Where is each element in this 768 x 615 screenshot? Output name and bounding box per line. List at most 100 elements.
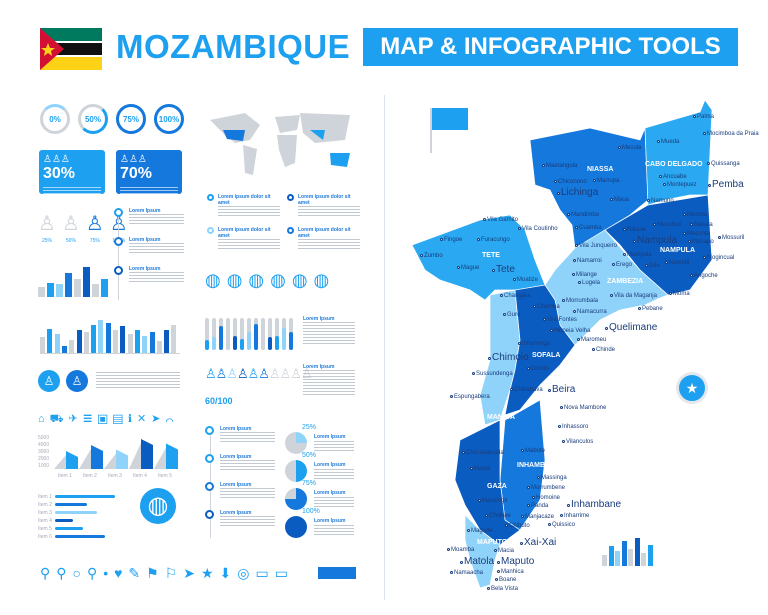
pie-title: Lorem Ipsum: [314, 462, 346, 468]
city-label: Ancuabe: [659, 174, 687, 181]
figure-label: 75%: [89, 238, 100, 244]
bar: [156, 340, 162, 353]
city-dot: [592, 348, 595, 351]
city-name: Chemba: [537, 304, 560, 310]
city-name: Beira: [552, 384, 576, 395]
province-nampula[interactable]: [604, 194, 713, 296]
bar-chart-small: [38, 265, 108, 297]
city-dot: [708, 184, 711, 187]
progress-fill: [282, 327, 286, 350]
city-label: Guro: [503, 312, 520, 319]
city-dot: [567, 504, 570, 507]
item-label: Item 5: [158, 473, 172, 479]
city-dot: [554, 180, 557, 183]
timeline-title: Lorem Ipsum: [220, 482, 252, 488]
province-label: TETE: [482, 252, 500, 259]
city-label: Morrumbala: [562, 298, 598, 305]
bar: [91, 325, 97, 353]
text-lines: [220, 488, 275, 498]
city-label: Mague: [457, 265, 479, 272]
bar: [602, 554, 607, 566]
label: Lorem Ipsum: [303, 316, 335, 322]
person-icon: ♙: [38, 370, 60, 392]
progress-bar: [261, 318, 265, 350]
area-chart-shapes: [54, 439, 178, 469]
city-label: Inhaminga: [518, 341, 550, 348]
person-icon: ♙: [61, 213, 80, 235]
bar: [171, 325, 177, 353]
city-name: Ancuabe: [663, 174, 687, 180]
city-label: Gile: [645, 263, 660, 270]
text-lines: [129, 214, 184, 224]
progress-fill: [261, 330, 265, 350]
circle-icon: [205, 510, 214, 519]
city-label: Maputo: [497, 556, 534, 567]
province-gaza[interactable]: [454, 419, 521, 546]
city-dot: [521, 515, 524, 518]
province-maputo[interactable]: [464, 514, 501, 589]
progress-fill: [219, 326, 223, 350]
city-name: Nova Mambone: [564, 405, 607, 411]
city-name: Mocimboa da Praia: [707, 131, 759, 137]
city-label: Inhassoro: [558, 424, 588, 431]
city-label: Moamba: [447, 547, 474, 554]
progress-rings: 0% 50% 75% 100%: [40, 104, 184, 134]
bar: [55, 495, 115, 498]
bar: [641, 553, 646, 566]
item-label: Item 4: [133, 473, 147, 479]
province-sofala[interactable]: [504, 284, 576, 416]
city-dot: [577, 338, 580, 341]
city-label: Espungabera: [450, 394, 490, 401]
city-name: Homoine: [536, 495, 561, 501]
progress-bar: [212, 318, 216, 350]
city-label: Mueda: [657, 139, 679, 146]
city-dot: [460, 561, 463, 564]
city-dot: [505, 524, 508, 527]
timeline-title: Lorem Ipsum: [220, 510, 252, 516]
city-label: Moma: [669, 291, 690, 298]
transport-icons: ⌂⛟✈☰▣▤ℹ✕➤⌒: [38, 413, 179, 425]
city-name: Ribaue: [627, 227, 647, 233]
city-dot: [420, 254, 423, 257]
city-name: Manjacaze: [525, 514, 555, 520]
circle-icon: [287, 227, 294, 234]
item-label: Item 6: [38, 534, 52, 540]
stat-card: ♙♙♙ 70%: [116, 150, 182, 194]
city-label: Quissico: [548, 522, 575, 529]
timeline-text: Lorem Ipsum: [129, 237, 184, 253]
city-label: Nampula: [633, 235, 677, 246]
city-name: Maromeu: [581, 337, 607, 343]
people-icon: ♙♙♙: [120, 154, 147, 165]
city-name: Chicualacuala: [466, 450, 504, 456]
city-label: Bela Vista: [487, 586, 518, 593]
timeline-text: Lorem Ipsum: [220, 454, 275, 470]
person-figure: ♙ 25%: [38, 210, 56, 244]
city-dot: [703, 256, 706, 259]
city-dot: [467, 529, 470, 532]
city-dot: [548, 523, 551, 526]
legend-item: Lorem ipsum dolor sit amet: [287, 227, 365, 251]
city-dot: [572, 273, 575, 276]
city-label: Nova Mambone: [560, 405, 606, 412]
city-name: Vila Coutinho: [522, 226, 558, 232]
city-name: Chibabava: [514, 387, 543, 393]
city-label: Chibabava: [510, 387, 543, 394]
bar: [101, 279, 108, 297]
city-label: Tete: [492, 264, 515, 275]
city-name: Moatize: [517, 277, 539, 283]
pie-title: Lorem Ipsum: [314, 434, 346, 440]
bar: [55, 527, 83, 530]
city-label: Changara: [500, 293, 530, 300]
person-icon: ♙: [279, 366, 292, 381]
city-name: Maua: [614, 197, 630, 203]
city-label: Meconta: [683, 231, 710, 238]
city-dot: [688, 240, 691, 243]
progress-fill: [233, 335, 237, 350]
city-label: Panda: [527, 503, 548, 510]
bar: [120, 325, 126, 353]
bar: [608, 546, 614, 566]
axis-tick: 5000: [38, 435, 50, 441]
city-label: Quelimane: [605, 322, 657, 333]
progress-bar: [233, 318, 237, 350]
legend-title: Lorem ipsum dolor sit amet: [218, 194, 271, 206]
